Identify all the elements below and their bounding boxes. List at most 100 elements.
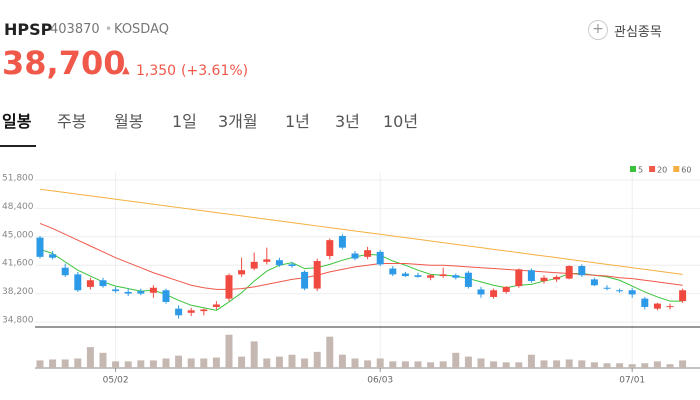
candle-body: [527, 270, 535, 282]
legend-swatch: [630, 166, 636, 172]
volume-bar: [490, 361, 498, 368]
period-tab[interactable]: 1년: [285, 112, 310, 131]
candle-body: [187, 310, 195, 313]
period-tab[interactable]: 일봉: [2, 112, 32, 131]
volume-bar: [36, 360, 44, 368]
volume-bar: [628, 364, 636, 368]
legend-label: 20: [657, 166, 667, 175]
volume-bar: [565, 359, 573, 368]
candle-body: [679, 290, 687, 302]
candle-body: [590, 279, 598, 286]
volume-bar: [401, 361, 409, 368]
volume-bar: [124, 361, 132, 368]
volume-bar: [653, 361, 661, 368]
candle-body: [666, 306, 674, 308]
legend-label: 60: [681, 166, 691, 175]
volume-bar: [162, 358, 170, 368]
favorite-button[interactable]: 관심종목: [614, 25, 662, 40]
volume-bar: [666, 364, 674, 368]
separator: •: [105, 22, 113, 36]
volume-bar: [364, 360, 372, 368]
x-tick-label: 05/02: [103, 376, 129, 386]
candle-body: [490, 290, 498, 297]
favorite-icon[interactable]: +: [588, 20, 608, 40]
candle-body: [540, 277, 548, 282]
candle-body: [401, 273, 409, 277]
candle-body: [515, 269, 523, 287]
legend-label: 5: [638, 166, 643, 175]
candle-body: [477, 289, 485, 295]
candle-body: [49, 254, 57, 258]
volume-bar: [86, 347, 94, 368]
y-tick-label: 45,000: [2, 230, 34, 240]
period-tab[interactable]: 1일: [172, 112, 197, 131]
candle-body: [225, 275, 233, 299]
candle-body: [200, 309, 208, 312]
volume-bar: [502, 362, 510, 368]
candle-body: [301, 271, 309, 289]
volume-bar: [263, 358, 271, 368]
candle-body: [162, 290, 170, 302]
moving-average-line: [39, 188, 683, 275]
volume-bar: [603, 363, 611, 368]
candle-body: [36, 237, 44, 257]
candle-body: [464, 272, 472, 287]
candle-body: [414, 275, 422, 277]
volume-bar: [477, 358, 485, 368]
volume-bar: [74, 358, 82, 368]
candle-body: [641, 298, 649, 307]
volume-bar: [590, 362, 598, 368]
candle-body: [653, 303, 661, 309]
volume-bar: [137, 360, 145, 368]
candle-body: [288, 264, 296, 267]
volume-bar: [679, 360, 687, 368]
period-tab[interactable]: 월봉: [114, 112, 144, 131]
candle-body: [364, 250, 372, 257]
x-tick-label: 07/01: [619, 376, 645, 386]
legend-swatch: [649, 166, 656, 172]
volume-bar: [225, 334, 233, 368]
volume-bar: [212, 357, 220, 368]
candle-body: [250, 261, 258, 269]
period-tab[interactable]: 10년: [383, 112, 419, 131]
candle-body: [313, 261, 321, 289]
volume-bar: [515, 362, 523, 368]
volume-bar: [175, 355, 183, 368]
volume-bar: [389, 361, 397, 368]
candle-body: [578, 266, 586, 276]
volume-bar: [326, 336, 334, 368]
y-tick-label: 38,200: [2, 287, 34, 297]
change-pct: (+3.61%): [181, 63, 249, 79]
period-tab[interactable]: 3년: [335, 112, 360, 131]
volume-bar: [641, 363, 649, 368]
volume-bar: [427, 362, 435, 368]
candle-body: [275, 260, 283, 266]
volume-bar: [351, 358, 359, 368]
volume-bar: [99, 352, 107, 368]
candle-body: [439, 274, 447, 277]
volume-bar: [187, 358, 195, 368]
candle-body: [565, 266, 573, 279]
candle-body: [389, 268, 397, 275]
candle-body: [603, 287, 611, 289]
candle-body: [351, 253, 359, 259]
candle-body: [99, 280, 107, 287]
legend-swatch: [673, 166, 680, 172]
y-tick-label: 51,800: [2, 174, 34, 184]
volume-bar: [616, 363, 624, 368]
period-tab[interactable]: 3개월: [218, 112, 258, 131]
candle-body: [86, 280, 94, 287]
volume-bar: [313, 351, 321, 368]
period-tab[interactable]: 주봉: [57, 112, 87, 131]
volume-bar: [578, 360, 586, 368]
candle-body: [263, 259, 271, 262]
change: 1,350: [136, 63, 177, 79]
candle-body: [149, 287, 157, 293]
volume-bar: [452, 352, 460, 368]
volume-bar: [288, 354, 296, 368]
candle-body: [112, 289, 120, 292]
candle-body: [427, 275, 435, 278]
y-tick-label: 48,400: [2, 202, 34, 212]
candle-body: [502, 286, 510, 292]
stock-code: 403870: [50, 22, 100, 37]
